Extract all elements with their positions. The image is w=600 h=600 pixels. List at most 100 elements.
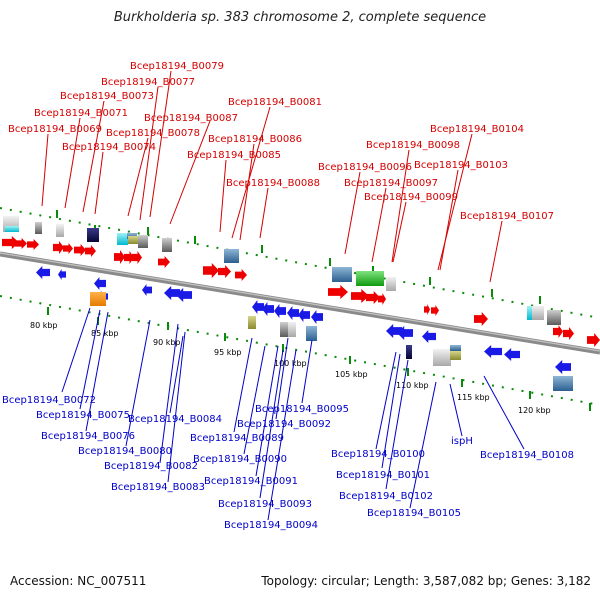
gene-label: Bcep18194_B0080 (78, 446, 172, 457)
forward-gene-arrow (15, 238, 27, 249)
gene-label: Bcep18194_B0096 (318, 162, 412, 173)
gene-label: Bcep18194_B0082 (104, 461, 198, 472)
forward-gene-arrow (328, 285, 348, 299)
forward-gene-arrow (203, 263, 219, 278)
forward-gene-arrow (378, 293, 386, 305)
scale-label: 85 kbp (91, 329, 119, 338)
forward-gene-arrow (27, 239, 39, 250)
forward-gene-arrow (124, 251, 134, 264)
gene-label: Bcep18194_B0077 (101, 77, 195, 88)
scale-label: 100 kbp (274, 359, 307, 368)
forward-gene-arrow (366, 291, 380, 304)
gene-label: Bcep18194_B0097 (344, 178, 438, 189)
gene-label: Bcep18194_B0092 (237, 419, 331, 430)
reverse-gene-arrow (262, 302, 274, 316)
gene-label: Bcep18194_B0088 (226, 178, 320, 189)
map-title: Burkholderia sp. 383 chromosome 2, compl… (113, 10, 487, 25)
reverse-gene-arrow (555, 360, 571, 374)
gene-label: Bcep18194_B0099 (364, 192, 458, 203)
gene-label: Bcep18194_B0087 (144, 113, 238, 124)
scale-label: 105 kbp (335, 370, 368, 379)
bottom-tick-track (0, 295, 600, 406)
gene-label: Bcep18194_B0103 (414, 160, 508, 171)
gene-label: Bcep18194_B0095 (255, 404, 349, 415)
top-tick-track (0, 207, 600, 319)
forward-gene-arrow (424, 304, 430, 315)
gene-label: Bcep18194_B0090 (193, 454, 287, 465)
reverse-gene-arrow (94, 277, 106, 290)
gene-label: Bcep18194_B0081 (228, 97, 322, 108)
forward-gene-arrow (2, 236, 19, 249)
gene-label: Bcep18194_B0101 (336, 470, 430, 481)
forward-gene-arrow (114, 250, 125, 264)
gene-label: Bcep18194_B0076 (41, 431, 135, 442)
forward-gene-arrow (74, 244, 86, 256)
gene-label: Bcep18194_B0073 (60, 91, 154, 102)
forward-gene-arrow (553, 325, 563, 338)
forward-gene-arrow (158, 256, 170, 268)
gene-label: Bcep18194_B0085 (187, 150, 281, 161)
accession-text: Accession: NC_007511 (10, 574, 147, 588)
gene-label: Bcep18194_B0074 (62, 142, 156, 153)
forward-gene-arrow (351, 289, 369, 303)
forward-gene-arrows (2, 236, 600, 347)
bottom-feature-blocks (90, 292, 573, 391)
forward-gene-arrow (587, 333, 600, 347)
forward-gene-arrow (63, 243, 73, 254)
gene-label: Bcep18194_B0100 (331, 449, 425, 460)
gene-label: Bcep18194_B0084 (128, 414, 222, 425)
scale-label: 90 kbp (153, 338, 181, 347)
forward-gene-arrow (563, 327, 574, 340)
gene-label: Bcep18194_B0107 (460, 211, 554, 222)
gene-label: Bcep18194_B0108 (480, 450, 574, 461)
forward-gene-arrow (474, 312, 488, 326)
forward-gene-arrow (235, 269, 247, 281)
top-gene-labels: Bcep18194_B0079 Bcep18194_B0077 Bcep1819… (8, 61, 554, 222)
gene-label: Bcep18194_B0102 (339, 491, 433, 502)
scale-label: 110 kbp (396, 381, 429, 390)
top-leader-lines (41, 70, 503, 283)
chromosome-backbone (0, 251, 600, 355)
scale-label: 95 kbp (214, 348, 242, 357)
scale-label: 80 kbp (30, 321, 58, 330)
reverse-gene-arrow (252, 300, 264, 314)
gene-label: Bcep18194_B0105 (367, 508, 461, 519)
forward-gene-arrow (431, 305, 439, 316)
gene-label: Bcep18194_B0071 (34, 108, 128, 119)
gene-label: Bcep18194_B0089 (190, 433, 284, 444)
gene-label: Bcep18194_B0079 (130, 61, 224, 72)
topology-summary: Topology: circular; Length: 3,587,082 bp… (261, 574, 591, 588)
reverse-gene-arrow (274, 304, 286, 318)
scale-label: 120 kbp (518, 406, 551, 415)
bottom-leader-lines (61, 307, 525, 521)
reverse-gene-arrow (386, 324, 402, 338)
forward-gene-arrow (218, 265, 231, 278)
gene-label: Bcep18194_B0104 (430, 124, 524, 135)
gene-label: Bcep18194_B0072 (2, 395, 96, 406)
reverse-gene-arrow (142, 284, 152, 296)
gene-label: Bcep18194_B0091 (204, 476, 298, 487)
reverse-gene-arrow (422, 330, 436, 343)
reverse-gene-arrows (36, 266, 571, 374)
gene-label: Bcep18194_B0069 (8, 124, 102, 135)
reverse-gene-arrow (176, 288, 192, 302)
gene-label: Bcep18194_B0098 (366, 140, 460, 151)
scale-labels: 80 kbp 85 kbp 90 kbp 95 kbp 100 kbp 105 … (30, 321, 551, 415)
gene-label: Bcep18194_B0086 (208, 134, 302, 145)
forward-gene-arrow (53, 241, 64, 254)
bottom-gene-labels: Bcep18194_B0072 Bcep18194_B0075 Bcep1819… (2, 395, 574, 531)
top-feature-blocks (3, 216, 561, 325)
reverse-gene-arrow (311, 310, 323, 324)
gene-label: Bcep18194_B0094 (224, 520, 318, 531)
reverse-gene-arrow (164, 286, 180, 300)
reverse-gene-arrow (36, 266, 50, 279)
scale-label: 115 kbp (457, 393, 490, 402)
gene-label: ispH (451, 436, 473, 447)
reverse-gene-arrow (504, 348, 520, 361)
reverse-gene-arrow (287, 306, 299, 320)
reverse-gene-arrow (298, 308, 310, 322)
gene-label: Bcep18194_B0093 (218, 499, 312, 510)
reverse-gene-arrow (58, 269, 66, 280)
reverse-gene-arrow (484, 345, 502, 358)
